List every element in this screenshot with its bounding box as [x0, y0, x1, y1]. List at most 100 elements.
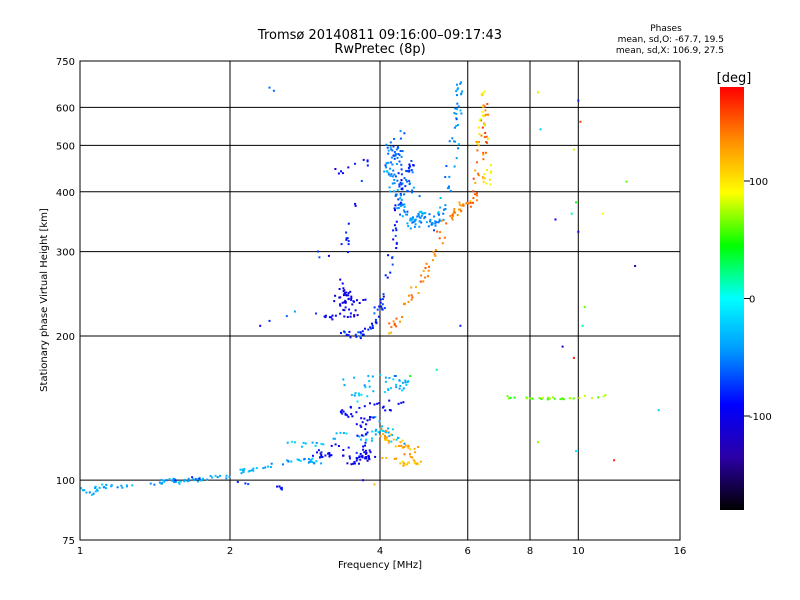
data-point [360, 434, 363, 437]
data-point [397, 203, 400, 206]
data-point [307, 461, 310, 464]
data-point [247, 483, 250, 486]
data-point [388, 186, 391, 189]
data-point [360, 425, 363, 428]
data-point [393, 173, 396, 176]
x-axis-label: Frequency [MHz] [338, 560, 422, 571]
data-point [406, 170, 409, 172]
data-point [368, 385, 371, 388]
data-point [442, 212, 445, 215]
data-point [509, 396, 512, 399]
data-point [481, 126, 484, 129]
data-point [382, 295, 385, 298]
data-point [343, 293, 346, 296]
data-point [335, 432, 338, 435]
data-point [398, 379, 401, 382]
data-point [403, 206, 406, 208]
data-point [242, 469, 245, 472]
data-point [392, 378, 395, 381]
y-axis-label: Stationary phase Virtual Height [km] [39, 208, 50, 392]
data-point [372, 416, 375, 419]
data-point [390, 440, 393, 443]
data-point [460, 210, 462, 213]
data-point [407, 461, 410, 464]
data-point [444, 204, 447, 207]
data-point [552, 396, 554, 399]
data-point [403, 442, 406, 445]
data-point [348, 455, 351, 458]
data-point [314, 444, 317, 447]
data-point [391, 163, 394, 166]
data-point [347, 415, 350, 418]
data-point [409, 217, 412, 220]
data-point [433, 229, 435, 232]
data-point [561, 345, 564, 348]
data-point [264, 466, 267, 469]
data-point [206, 478, 209, 481]
data-point [547, 396, 550, 399]
data-point [437, 211, 440, 214]
data-point [477, 172, 479, 175]
data-point [401, 439, 404, 442]
data-point [351, 303, 354, 306]
data-point [546, 398, 549, 401]
data-point [393, 151, 396, 153]
data-point [400, 163, 403, 166]
data-point [424, 276, 427, 279]
data-point [453, 126, 456, 129]
data-point [339, 431, 342, 434]
data-point [383, 170, 386, 173]
data-point [384, 434, 386, 437]
data-point [355, 423, 358, 426]
data-point [455, 157, 458, 160]
data-point [363, 417, 366, 420]
data-point [404, 213, 407, 216]
data-point [366, 160, 369, 163]
data-point [364, 428, 367, 431]
data-point [376, 308, 379, 311]
data-point [362, 445, 365, 448]
data-point [367, 328, 370, 331]
data-point [451, 213, 454, 216]
data-point [383, 307, 386, 310]
data-point [385, 429, 388, 432]
data-point [391, 263, 394, 266]
data-point [399, 384, 402, 387]
data-point [393, 207, 396, 210]
x-tick-label: 10 [572, 546, 585, 557]
data-point [131, 484, 134, 487]
data-point [322, 443, 325, 446]
data-point [342, 410, 345, 413]
data-point [401, 150, 404, 153]
data-point [395, 148, 398, 151]
data-point [197, 477, 200, 480]
data-point [320, 442, 323, 445]
data-point [399, 462, 402, 465]
data-point [333, 300, 336, 303]
data-point [398, 183, 401, 186]
data-point [379, 373, 382, 376]
data-point [411, 456, 414, 459]
colorbar-label: [deg] [717, 71, 752, 86]
data-point [85, 491, 88, 494]
data-point [385, 162, 388, 165]
data-point [412, 216, 414, 219]
data-point [173, 478, 176, 481]
data-point [385, 170, 388, 173]
data-point [359, 335, 362, 338]
data-point [368, 418, 371, 421]
data-point [475, 161, 478, 164]
data-point [379, 301, 382, 304]
data-point [299, 459, 302, 462]
data-point [339, 411, 342, 414]
data-point [392, 438, 395, 441]
data-point [315, 442, 318, 444]
data-point [459, 109, 462, 112]
data-point [183, 479, 186, 481]
data-point [358, 462, 360, 465]
data-point [418, 225, 421, 228]
data-point [369, 451, 372, 454]
data-point [391, 434, 393, 436]
data-point [392, 154, 395, 157]
data-point [538, 397, 541, 400]
